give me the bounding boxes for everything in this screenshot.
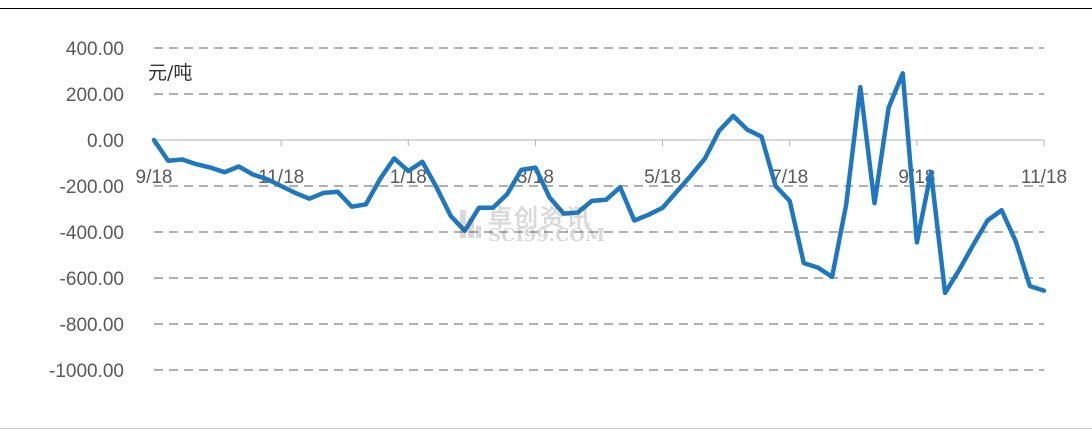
y-tick-label: -400.00 bbox=[60, 223, 124, 244]
y-axis-labels: 400.00 200.00 0.00 -200.00 -400.00 -600.00 -80… bbox=[49, 39, 124, 382]
y-tick-label: 400.00 bbox=[66, 39, 124, 60]
x-tick-label: 9/18 bbox=[136, 167, 173, 188]
x-tick-label: 9/18 bbox=[898, 167, 935, 188]
unit-label: 元/吨 bbox=[148, 62, 193, 84]
y-tick-label: 0.00 bbox=[87, 131, 124, 152]
watermark-text-cn: 卓创资讯 bbox=[488, 204, 592, 232]
bottom-border bbox=[0, 428, 1092, 429]
x-tick-label: 11/18 bbox=[1021, 167, 1067, 188]
y-tick-label: -600.00 bbox=[60, 269, 124, 290]
x-axis-labels: 9/18 11/18 1/18 3/18 5/18 7/18 9/18 11/18 bbox=[136, 167, 1068, 188]
x-tick-label: 1/18 bbox=[390, 167, 427, 188]
series-group bbox=[151, 71, 1047, 296]
watermark-logo-icon bbox=[460, 210, 481, 238]
y-tick-label: -200.00 bbox=[60, 177, 124, 198]
y-tick-label: 200.00 bbox=[66, 85, 124, 106]
y-tick-label: -800.00 bbox=[60, 315, 124, 336]
y-tick-label: -1000.00 bbox=[49, 361, 124, 382]
series-line bbox=[151, 71, 1047, 296]
top-border bbox=[0, 8, 1092, 9]
watermark: 卓创资讯 SCI99.COM bbox=[458, 198, 658, 248]
x-tick-label: 5/18 bbox=[644, 167, 681, 188]
x-tick-label: 7/18 bbox=[771, 167, 808, 188]
watermark-text-en: SCI99.COM bbox=[488, 225, 605, 246]
